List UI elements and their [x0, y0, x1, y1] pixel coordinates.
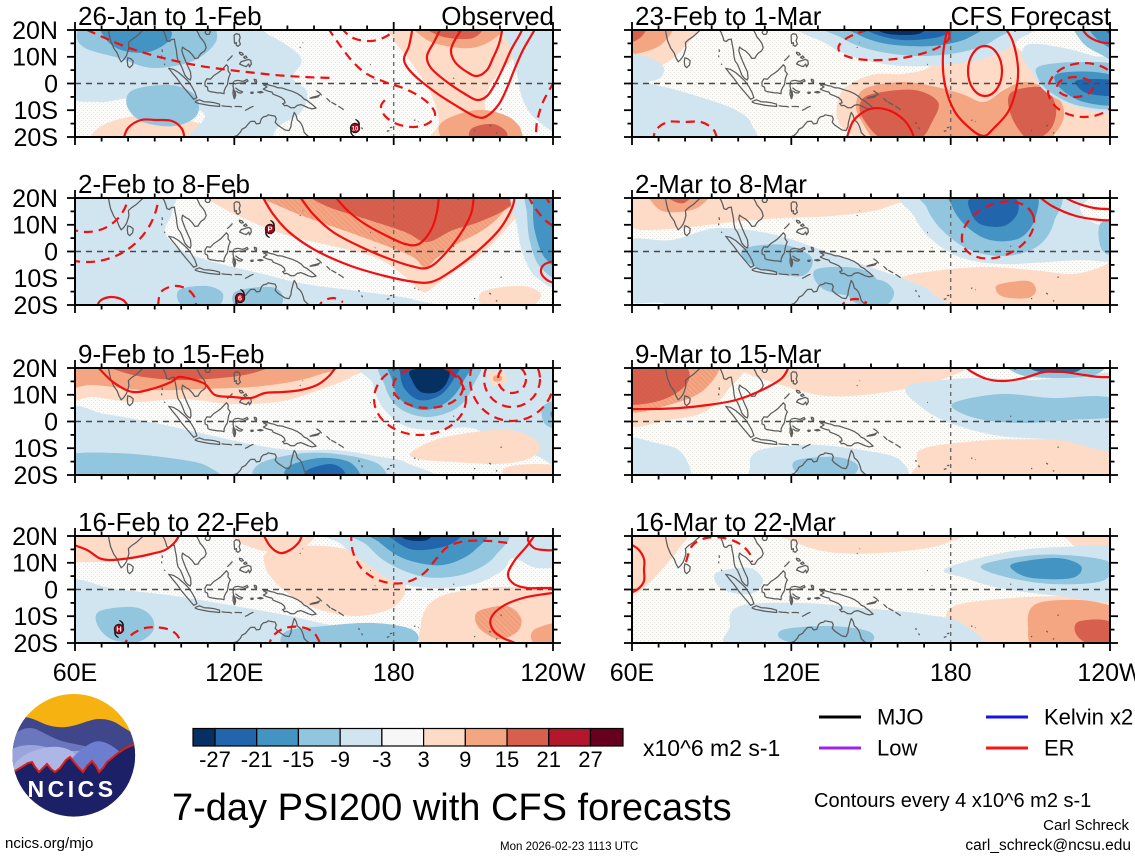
svg-text:23-Feb to 1-Mar: 23-Feb to 1-Mar: [635, 1, 822, 31]
svg-text:180: 180: [373, 659, 415, 687]
svg-text:120E: 120E: [205, 659, 263, 687]
svg-text:20N: 20N: [12, 523, 58, 551]
svg-text:10S: 10S: [14, 97, 58, 125]
svg-text:Low: Low: [877, 736, 917, 761]
svg-text:6: 6: [238, 294, 242, 303]
svg-text:2-Feb to 8-Feb: 2-Feb to 8-Feb: [78, 169, 250, 199]
svg-text:9: 9: [459, 747, 471, 772]
svg-text:20S: 20S: [14, 462, 58, 490]
svg-text:21: 21: [537, 747, 561, 772]
svg-text:20N: 20N: [12, 355, 58, 383]
svg-text:20S: 20S: [14, 124, 58, 152]
svg-text:10S: 10S: [14, 603, 58, 631]
svg-text:27: 27: [578, 747, 602, 772]
svg-text:9-Mar to 15-Mar: 9-Mar to 15-Mar: [635, 339, 822, 369]
svg-text:20S: 20S: [14, 292, 58, 320]
svg-text:x10^6 m2 s-1: x10^6 m2 s-1: [643, 735, 780, 761]
svg-text:carl_schreck@ncsu.edu: carl_schreck@ncsu.edu: [965, 837, 1131, 854]
svg-text:180: 180: [930, 659, 972, 687]
svg-text:120W: 120W: [520, 659, 586, 687]
svg-text:-21: -21: [241, 747, 273, 772]
svg-text:Observed: Observed: [441, 1, 554, 31]
svg-text:60E: 60E: [53, 659, 97, 687]
svg-text:CFS Forecast: CFS Forecast: [951, 1, 1112, 31]
svg-text:26-Jan to 1-Feb: 26-Jan to 1-Feb: [78, 1, 262, 31]
svg-text:-27: -27: [199, 747, 231, 772]
svg-text:15: 15: [495, 747, 519, 772]
svg-text:10N: 10N: [12, 382, 58, 410]
svg-text:2-Mar to 8-Mar: 2-Mar to 8-Mar: [635, 169, 807, 199]
svg-text:16-Feb to 22-Feb: 16-Feb to 22-Feb: [78, 507, 279, 537]
svg-text:ER: ER: [1044, 736, 1075, 761]
svg-text:10N: 10N: [12, 550, 58, 578]
svg-text:Kelvin x2: Kelvin x2: [1044, 705, 1133, 730]
svg-text:MJO: MJO: [877, 705, 923, 730]
svg-text:10N: 10N: [12, 44, 58, 72]
svg-text:3: 3: [417, 747, 429, 772]
svg-text:H: H: [116, 625, 121, 634]
svg-text:20S: 20S: [14, 630, 58, 658]
svg-text:P: P: [267, 225, 272, 234]
svg-text:20N: 20N: [12, 185, 58, 213]
svg-text:0: 0: [44, 238, 58, 266]
svg-text:-9: -9: [330, 747, 350, 772]
svg-text:120E: 120E: [762, 659, 820, 687]
svg-text:7-day PSI200 with CFS forecast: 7-day PSI200 with CFS forecasts: [172, 787, 732, 829]
svg-text:-3: -3: [372, 747, 392, 772]
svg-text:-15: -15: [283, 747, 315, 772]
svg-text:0: 0: [44, 70, 58, 98]
svg-text:10S: 10S: [14, 435, 58, 463]
svg-text:16-Mar to 22-Mar: 16-Mar to 22-Mar: [635, 507, 836, 537]
svg-text:ncics.org/mjo: ncics.org/mjo: [5, 835, 93, 852]
svg-text:10N: 10N: [12, 212, 58, 240]
svg-text:120W: 120W: [1077, 659, 1135, 687]
svg-text:10S: 10S: [14, 265, 58, 293]
svg-text:9-Feb to 15-Feb: 9-Feb to 15-Feb: [78, 339, 264, 369]
svg-text:60E: 60E: [610, 659, 654, 687]
svg-text:NCICS: NCICS: [27, 776, 116, 802]
svg-text:Carl Schreck: Carl Schreck: [1043, 817, 1129, 834]
svg-text:10: 10: [352, 127, 359, 133]
svg-text:0: 0: [44, 576, 58, 604]
svg-text:20N: 20N: [12, 17, 58, 45]
svg-text:Contours every 4 x10^6 m2 s-1: Contours every 4 x10^6 m2 s-1: [814, 790, 1091, 812]
svg-text:0: 0: [44, 408, 58, 436]
svg-text:Mon 2026-02-23 1113 UTC: Mon 2026-02-23 1113 UTC: [500, 841, 638, 853]
